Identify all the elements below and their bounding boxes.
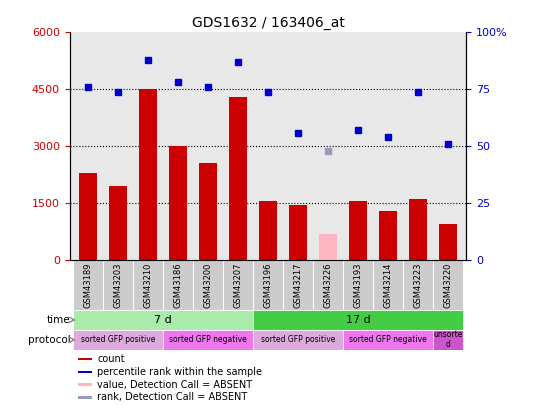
Bar [139,90,157,260]
Bar [319,234,337,260]
Text: GSM43203: GSM43203 [113,262,122,308]
Bar [78,371,92,373]
Text: sorted GFP negative: sorted GFP negative [169,335,247,344]
Text: sorted GFP negative: sorted GFP negative [349,335,427,344]
Text: rank, Detection Call = ABSENT: rank, Detection Call = ABSENT [98,392,248,402]
Bar [253,330,343,350]
Bar [223,260,253,310]
Bar [409,199,427,260]
Text: GSM43200: GSM43200 [203,262,212,308]
Text: unsorte
d: unsorte d [434,330,463,350]
Bar [73,310,253,330]
Bar [79,173,96,260]
Text: sorted GFP positive: sorted GFP positive [261,335,335,344]
Bar [373,260,403,310]
Text: percentile rank within the sample: percentile rank within the sample [98,367,263,377]
Bar [253,260,283,310]
Bar [433,330,463,350]
Text: GSM43226: GSM43226 [324,262,333,308]
Bar [103,260,133,310]
Title: GDS1632 / 163406_at: GDS1632 / 163406_at [191,16,345,30]
Text: value, Detection Call = ABSENT: value, Detection Call = ABSENT [98,379,252,390]
Bar [343,330,433,350]
Bar [78,358,92,360]
Bar [403,260,433,310]
Bar [259,201,277,260]
Bar [199,163,217,260]
Bar [289,205,307,260]
Text: GSM43210: GSM43210 [143,262,152,308]
Text: sorted GFP positive: sorted GFP positive [80,335,155,344]
Text: count: count [98,354,125,364]
Text: GSM43189: GSM43189 [83,262,92,308]
Bar [193,260,223,310]
Text: GSM43217: GSM43217 [294,262,302,308]
Bar [73,260,103,310]
Bar [253,310,463,330]
Bar [349,201,367,260]
Bar [78,384,92,386]
Text: GSM43196: GSM43196 [264,262,272,308]
Bar [163,330,253,350]
Text: GSM43207: GSM43207 [234,262,242,308]
Bar [343,260,373,310]
Bar [379,211,397,260]
Bar [229,97,247,260]
Text: 17 d: 17 d [346,315,370,325]
Bar [133,260,163,310]
Text: 7 d: 7 d [154,315,172,325]
Text: protocol: protocol [27,335,70,345]
Text: time: time [47,315,70,325]
Text: GSM43193: GSM43193 [354,262,363,308]
Bar [313,260,343,310]
Bar [109,186,127,260]
Bar [169,146,187,260]
Text: GSM43214: GSM43214 [384,262,393,308]
Bar [163,260,193,310]
Bar [433,260,463,310]
Text: GSM43186: GSM43186 [173,262,182,308]
Bar [78,396,92,399]
Bar [440,224,457,260]
Text: GSM43220: GSM43220 [444,262,453,308]
Text: GSM43223: GSM43223 [414,262,423,308]
Bar [73,330,163,350]
Bar [283,260,313,310]
